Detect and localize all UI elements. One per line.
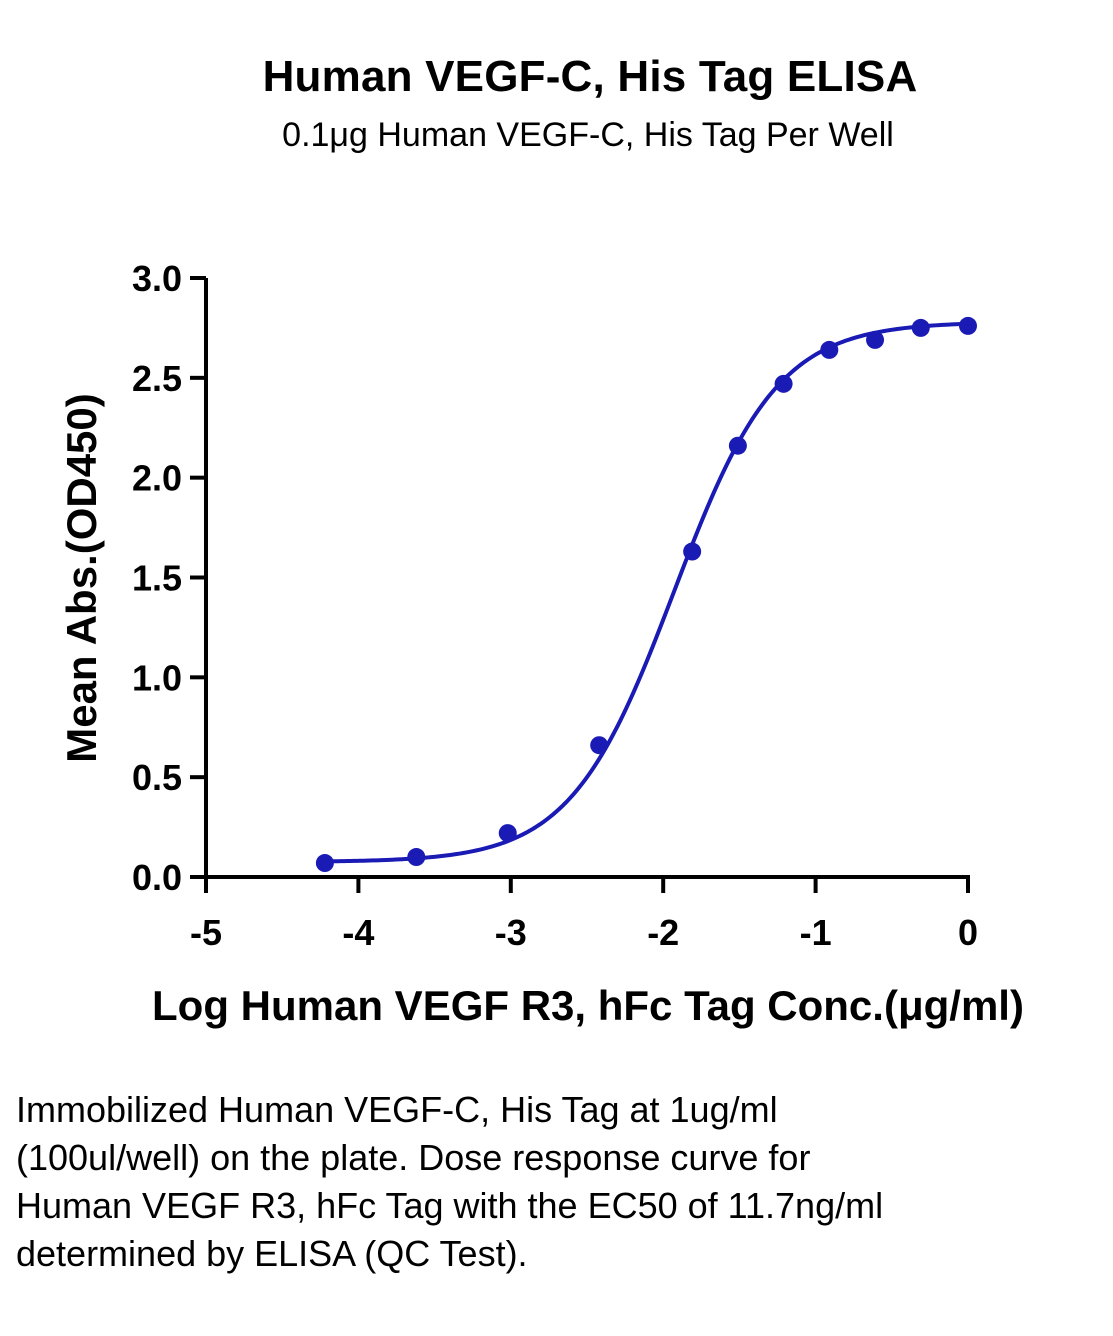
x-tick-label: -5 bbox=[190, 912, 222, 953]
data-point bbox=[590, 736, 609, 755]
data-point bbox=[683, 542, 702, 561]
y-tick-label: 0.5 bbox=[132, 757, 182, 798]
x-tick-label: -4 bbox=[342, 912, 374, 953]
y-tick-label: 3.0 bbox=[132, 258, 182, 299]
data-point bbox=[866, 330, 885, 349]
figure-caption: Immobilized Human VEGF-C, His Tag at 1ug… bbox=[16, 1089, 884, 1274]
data-point bbox=[911, 318, 930, 337]
y-tick-label: 0.0 bbox=[132, 857, 182, 898]
data-point bbox=[407, 848, 426, 867]
data-point bbox=[959, 316, 977, 335]
data-point bbox=[498, 824, 517, 843]
x-tick-label: -2 bbox=[647, 912, 679, 953]
x-tick-label: 0 bbox=[958, 912, 978, 953]
x-tick-label: -1 bbox=[800, 912, 832, 953]
data-point bbox=[774, 374, 793, 393]
y-tick-label: 2.5 bbox=[132, 358, 182, 399]
fit-curve bbox=[324, 321, 969, 864]
data-point bbox=[728, 436, 747, 455]
elisa-chart: 0.0 0.5 1.0 1.5 2.0 2.5 3.0 -5 -4 -3 -2 -1 0 Mean Ab… bbox=[58, 258, 1024, 1029]
y-tick-label: 1.0 bbox=[132, 657, 182, 698]
x-axis-label: Log Human VEGF R3, hFc Tag Conc.(μg/ml) bbox=[152, 982, 1024, 1029]
y-axis-label: Mean Abs.(OD450) bbox=[58, 393, 105, 763]
data-point bbox=[820, 340, 839, 359]
x-tick-label: -3 bbox=[495, 912, 527, 953]
y-tick-label: 1.5 bbox=[132, 558, 182, 599]
data-point bbox=[315, 854, 334, 873]
chart-title: Human VEGF-C, His Tag ELISA bbox=[262, 52, 918, 101]
y-tick-label: 2.0 bbox=[132, 458, 182, 499]
chart-subtitle: 0.1μg Human VEGF-C, His Tag Per Well bbox=[282, 116, 894, 154]
